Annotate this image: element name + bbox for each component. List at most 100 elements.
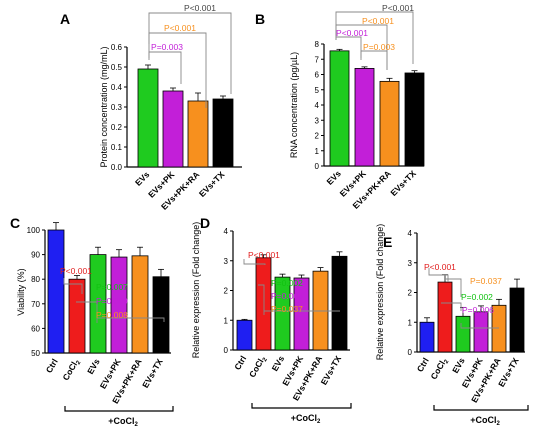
y-axis-label: Relative expression (Fold change) (375, 224, 385, 361)
bar (47, 229, 65, 354)
p-value-label: P=0.006 (271, 291, 303, 301)
x-tick-label: EVs+TX (140, 357, 165, 390)
bar (437, 281, 453, 353)
p-value-label: P=0.006 (462, 305, 494, 315)
x-tick-label: CoCl2 (60, 356, 82, 383)
y-tick-label: 7 (315, 55, 320, 64)
bar (137, 68, 159, 168)
x-tick-label: EVs (270, 354, 287, 373)
sig-bracket (335, 36, 362, 60)
sig-bracket (460, 323, 499, 329)
y-tick-label: 100 (27, 226, 41, 235)
panel-letter: E (383, 234, 392, 250)
y-tick-label: 1 (408, 318, 413, 327)
y-tick-label: 80 (31, 275, 40, 284)
sig-bracket (441, 302, 462, 311)
y-tick-label: 3 (224, 257, 229, 266)
x-tick-label: EVs (324, 168, 343, 187)
p-value-label: P<0.001 (60, 266, 92, 276)
p-value-label: P=0.008 (96, 310, 128, 320)
p-value-label: P<0.001 (382, 3, 414, 13)
bar (473, 311, 489, 353)
bar (187, 100, 209, 168)
panel-d: D 0 1 2 3 4 Relative expression (Fold change) C… (191, 215, 352, 425)
p-value-label: P<0.001 (362, 16, 394, 26)
bar (162, 90, 184, 168)
p-value-label: P<0.001 (336, 28, 368, 38)
x-tick-label: EVs (450, 356, 467, 375)
sig-bracket (445, 278, 462, 297)
x-tick-label: Ctrl (44, 357, 60, 375)
x-tick-label: Ctrl (232, 354, 248, 372)
y-tick-label: 50 (31, 349, 40, 358)
bar (379, 80, 400, 167)
panel-letter: B (255, 11, 265, 27)
y-tick-label: 0.3 (111, 103, 123, 112)
bar (293, 277, 310, 351)
x-tick-label: EVs (85, 357, 102, 376)
p-value-label: P=0.003 (151, 42, 183, 52)
sig-bracket (360, 50, 388, 70)
y-tick-label: 0 (315, 162, 320, 171)
p-value-label: P=0.007 (96, 282, 128, 292)
x-tick-label: EVs+TX (388, 168, 418, 198)
bar (419, 321, 435, 353)
p-value-label: P=0.002 (461, 292, 493, 302)
y-tick-label: 0.2 (111, 123, 123, 132)
sig-bracket (258, 284, 340, 315)
sig-bracket (148, 32, 207, 108)
sig-bracket (76, 301, 165, 323)
p-value-label: P=0.003 (363, 42, 395, 52)
panel-e: E 0 1 2 3 4 Relative expression (Fold change) C… (375, 224, 529, 427)
group-bracket (251, 403, 352, 409)
y-tick-label: 1 (224, 316, 229, 325)
y-tick-label: 8 (315, 40, 320, 49)
p-value-label: P<0.001 (424, 262, 456, 272)
y-tick-label: 4 (224, 227, 229, 236)
p-value-label: P=0.009 (96, 296, 128, 306)
p-value-label: P<0.001 (248, 250, 280, 260)
x-tick-label: EVs+TX (197, 169, 227, 199)
y-tick-label: 2 (315, 132, 320, 141)
sig-bracket (335, 24, 388, 70)
x-tick-label: Ctrl (415, 356, 431, 374)
panel-letter: A (60, 11, 70, 27)
bar (455, 315, 471, 353)
y-tick-label: 1 (315, 147, 320, 156)
sig-bracket (428, 268, 449, 282)
bar (354, 68, 375, 167)
bar (131, 255, 149, 354)
p-value-label: P=0.037 (271, 304, 303, 314)
y-tick-label: 70 (31, 300, 40, 309)
y-tick-label: 60 (31, 324, 40, 333)
y-tick-label: 0 (408, 348, 413, 357)
bar (331, 255, 348, 351)
y-tick-label: 5 (315, 86, 320, 95)
group-label: +CoCl2 (108, 416, 138, 428)
sig-bracket (243, 259, 266, 265)
bar (152, 276, 170, 354)
y-axis-label: Viability (%) (16, 268, 26, 315)
group-bracket (64, 406, 174, 412)
p-value-label: P<0.001 (164, 23, 196, 33)
bar (255, 257, 272, 351)
panel-c: C 50 60 70 80 90 100 Viability (%) Ctrl CoCl2 EVs E… (10, 215, 174, 428)
panel-b: B 0 1 2 3 4 5 6 7 8 RNA concentration (pg/µL) EVs EV… (255, 3, 425, 211)
bar (509, 287, 525, 353)
p-value-label: P=0.002 (271, 278, 303, 288)
x-tick-label: CoCl2 (428, 355, 450, 382)
p-value-label: P<0.001 (184, 3, 216, 13)
sig-bracket (63, 278, 83, 294)
y-tick-label: 6 (315, 71, 320, 80)
y-tick-label: 3 (315, 116, 320, 125)
y-tick-label: 4 (408, 229, 413, 238)
y-tick-label: 0.6 (111, 43, 123, 52)
y-axis-label: RNA concentration (pg/µL) (289, 52, 299, 158)
y-tick-label: 0.0 (111, 163, 123, 172)
y-tick-label: 3 (408, 259, 413, 268)
y-tick-label: 0.1 (111, 143, 123, 152)
y-axis-label: Protein concentration (mg/mL) (99, 46, 109, 167)
y-tick-label: 0.4 (111, 83, 123, 92)
